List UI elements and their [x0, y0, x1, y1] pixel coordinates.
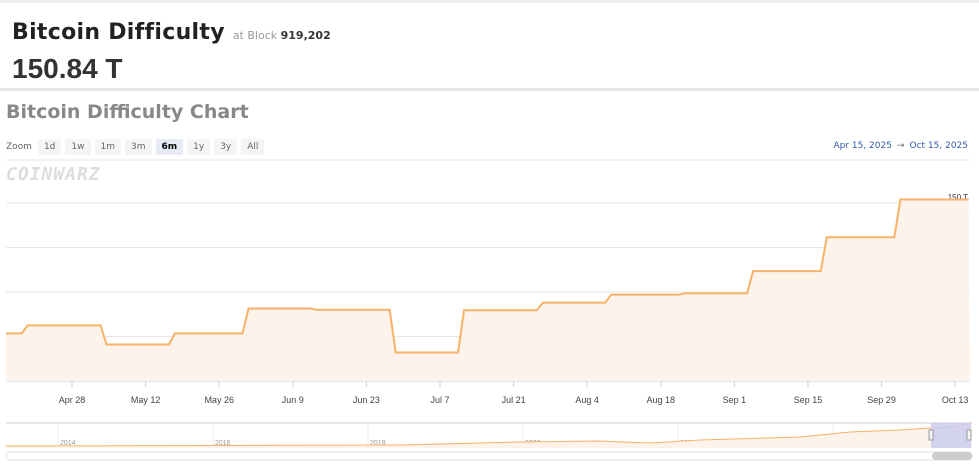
range-from[interactable]: Apr 15, 2025 — [833, 141, 892, 151]
difficulty-line — [6, 198, 969, 354]
x-tick-label: Jun 23 — [353, 395, 380, 405]
scrollbar-thumb[interactable] — [932, 452, 972, 460]
x-tick-label: May 26 — [204, 395, 234, 405]
navigator-area — [6, 423, 972, 448]
y-tick-label: 150 T — [948, 193, 968, 202]
navigator-selection[interactable] — [931, 423, 971, 448]
date-range: Apr 15, 2025 → Oct 15, 2025 — [833, 141, 968, 151]
difficulty-value: 150.84 T — [12, 53, 123, 84]
zoom-all[interactable]: All — [241, 139, 265, 155]
zoom-6m[interactable]: 6m — [155, 139, 184, 155]
zoom-1m[interactable]: 1m — [94, 139, 121, 155]
zoom-1d[interactable]: 1d — [37, 139, 62, 155]
zoom-selector: Zoom 1d 1w 1m 3m 6m 1y 3y All — [6, 139, 265, 155]
page-title: Bitcoin Difficulty at Block 919,202 — [12, 20, 331, 45]
x-tick-label: Aug 4 — [575, 395, 599, 405]
x-tick-label: Aug 18 — [647, 395, 676, 405]
navigator-handle[interactable] — [928, 429, 934, 441]
navigator-year-label: 2018 — [370, 440, 386, 447]
x-tick-label: Sep 29 — [867, 395, 896, 405]
zoom-3m[interactable]: 3m — [125, 139, 152, 155]
x-tick-label: Sep 15 — [794, 395, 823, 405]
zoom-1y[interactable]: 1y — [187, 139, 211, 155]
range-to[interactable]: Oct 15, 2025 — [909, 141, 969, 151]
x-tick-label: Sep 1 — [723, 395, 747, 405]
x-tick-label: May 12 — [131, 395, 161, 405]
zoom-1w[interactable]: 1w — [65, 139, 91, 155]
x-tick-label: Oct 13 — [942, 395, 969, 405]
x-tick-label: Jul 21 — [502, 395, 526, 405]
zoom-label: Zoom — [6, 142, 32, 152]
coinwarz-logo: COINWARZ — [6, 164, 101, 185]
chart-title: Bitcoin Difficulty Chart — [6, 101, 249, 123]
x-tick-label: Apr 28 — [59, 395, 86, 405]
zoom-3y[interactable]: 3y — [214, 139, 238, 155]
difficulty-area — [6, 199, 970, 381]
scrollbar-track[interactable] — [5, 451, 973, 461]
x-tick-label: Jun 9 — [282, 395, 304, 405]
x-tick-label: Jul 7 — [430, 395, 449, 405]
navigator-year-label: 2014 — [60, 440, 76, 447]
navigator-handle[interactable] — [966, 429, 972, 441]
block-info: at Block 919,202 — [232, 29, 331, 42]
header: Bitcoin Difficulty at Block 919,202 150.… — [0, 0, 979, 91]
navigator-year-label: 2016 — [215, 440, 231, 447]
